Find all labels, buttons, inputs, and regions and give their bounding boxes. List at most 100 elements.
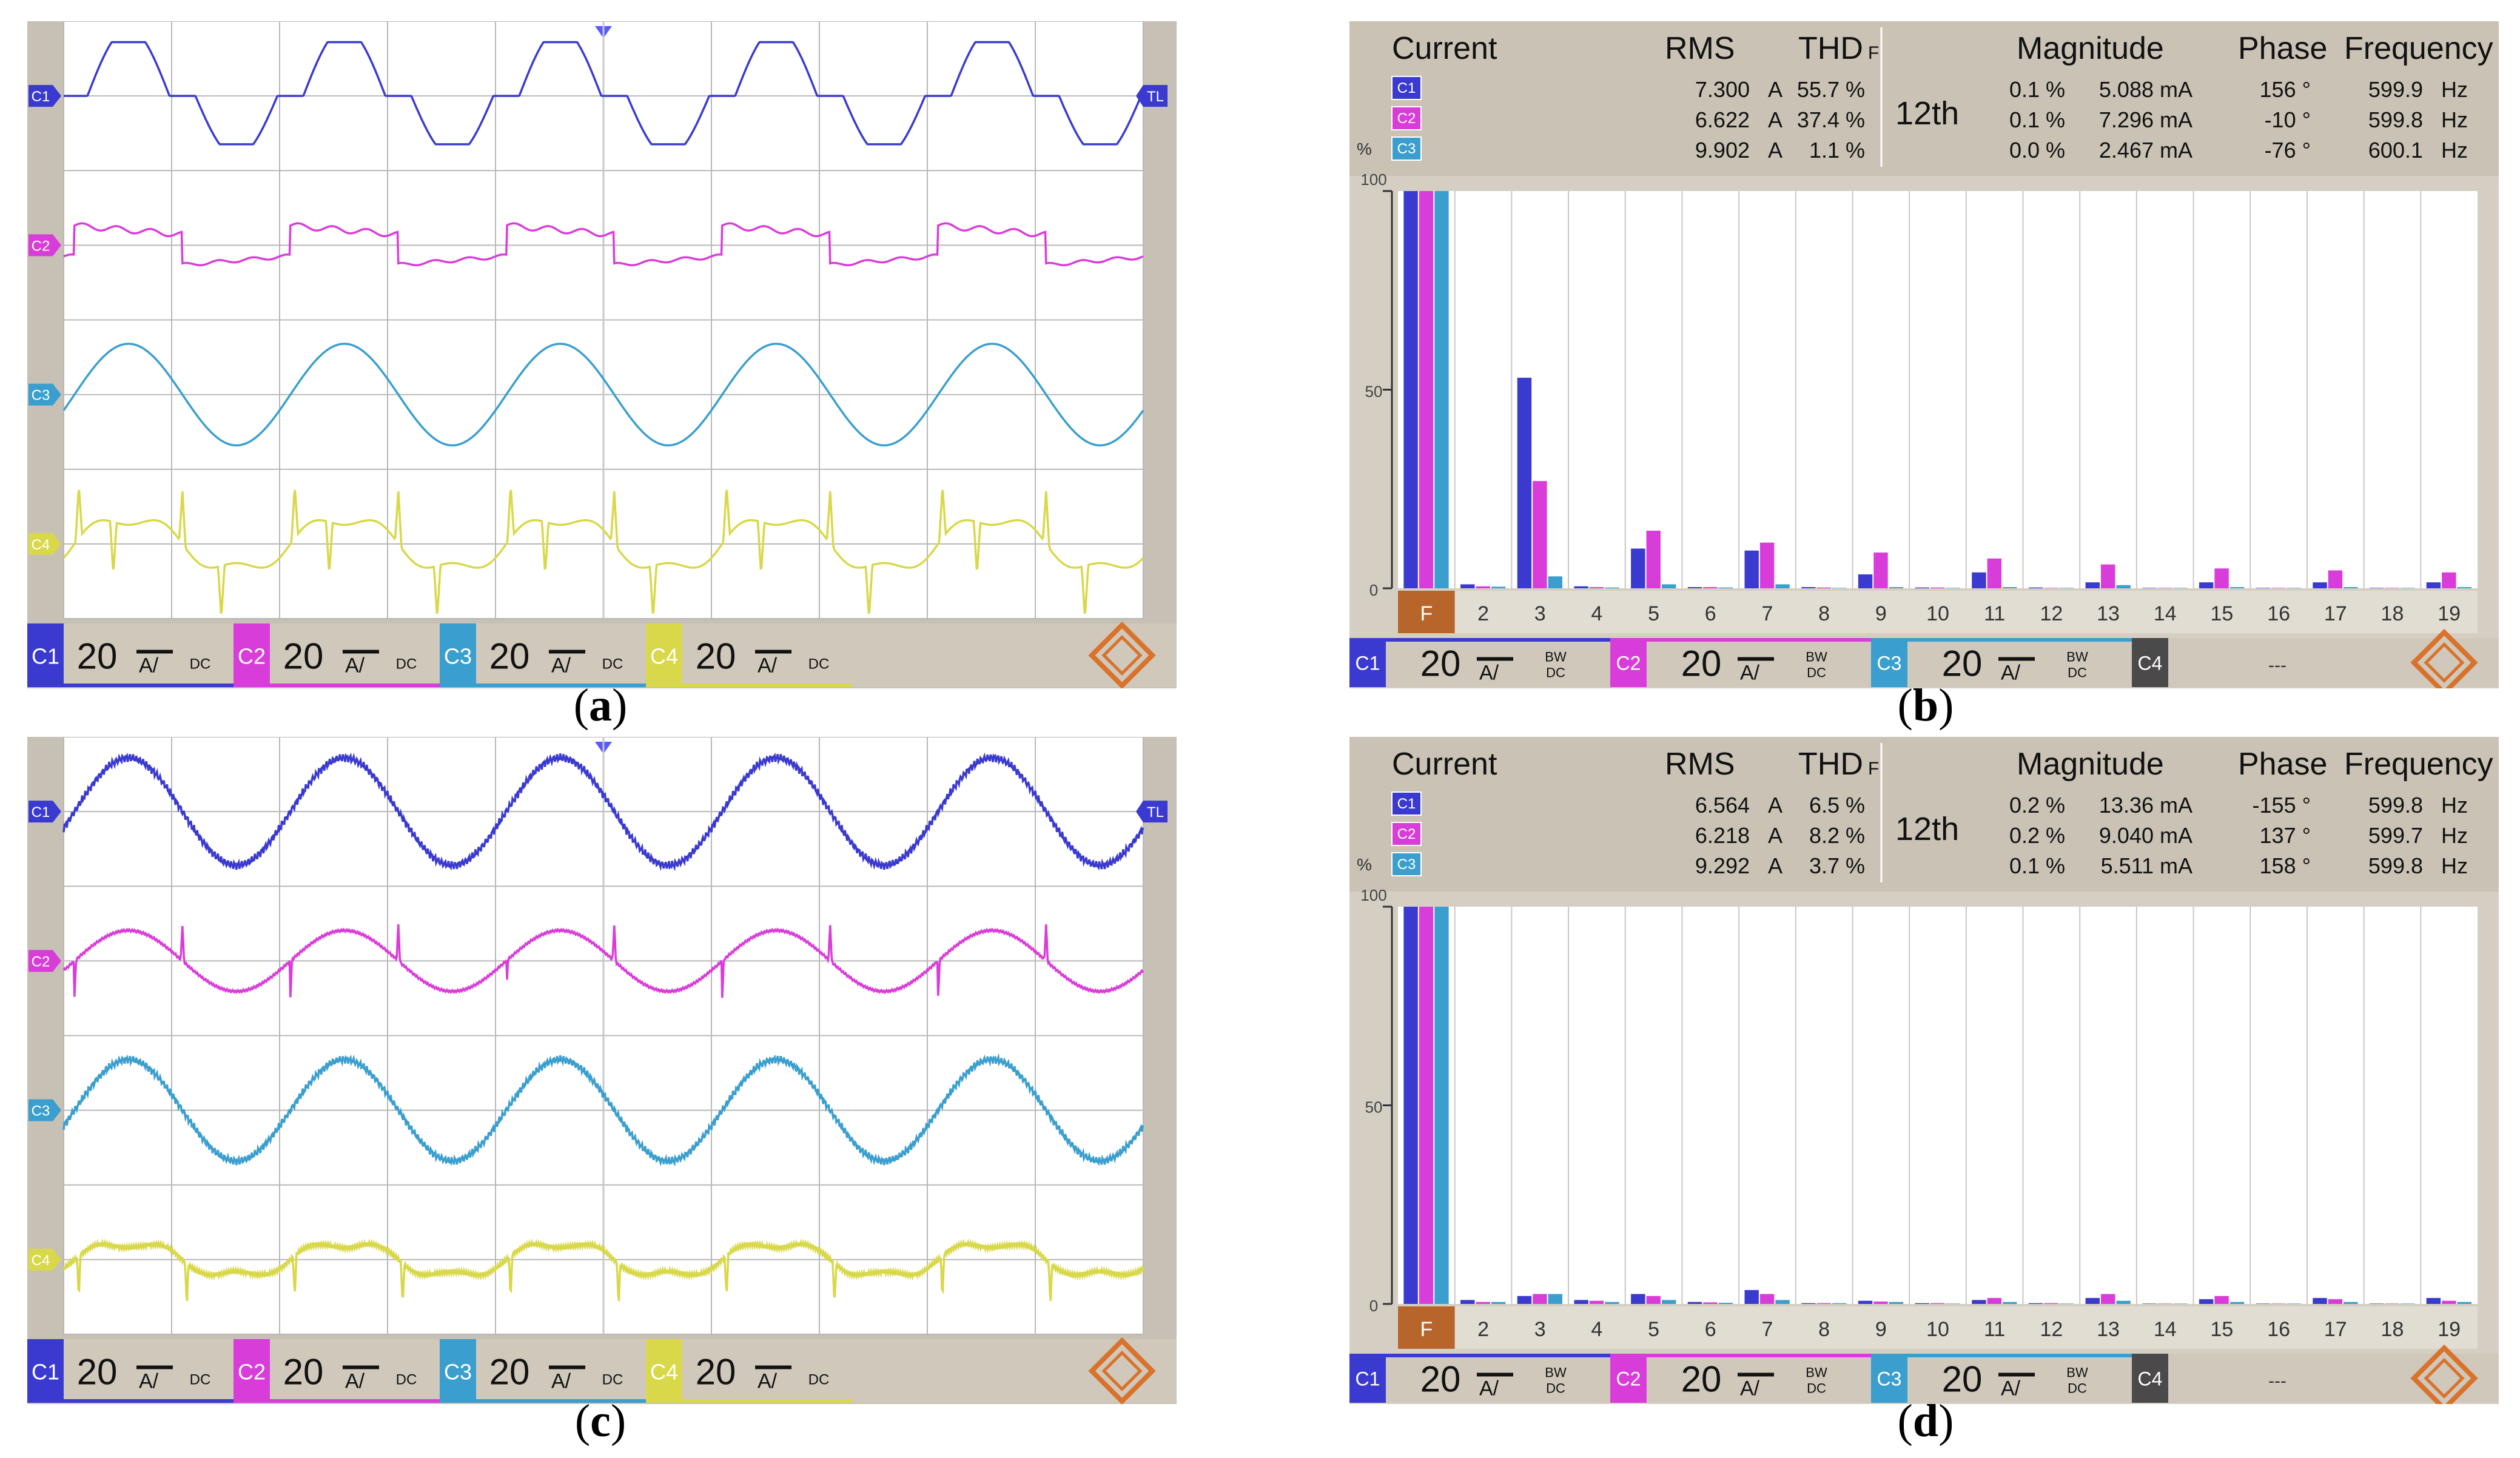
bar-c1-F: [1403, 191, 1418, 588]
bar-c3-15: [2229, 1302, 2245, 1304]
row-mag: 9.040 mA: [2099, 823, 2192, 848]
row-channel-label: C2: [1397, 110, 1416, 127]
row-freq: 599.8: [2368, 107, 2423, 132]
bar-c1-9: [1858, 1300, 1873, 1304]
status-channel-badge: [646, 1339, 682, 1403]
status-underline: [682, 1399, 852, 1403]
rs-logo-inner: [2424, 1357, 2465, 1399]
status-scale: 20: [77, 1352, 118, 1392]
status-bar: [27, 623, 1177, 687]
category-label-14: 14: [2154, 1318, 2177, 1341]
status-unit: A/: [551, 654, 571, 677]
bar-c3-18: [2400, 1303, 2415, 1304]
row-unit: A: [1768, 823, 1782, 848]
status-coupling: DC: [808, 656, 830, 673]
status-underline: [64, 1399, 234, 1403]
channel-tag-c3: C3: [29, 1099, 61, 1121]
harm-status-scale: 20: [1420, 1359, 1461, 1400]
harm-status-scale: 20: [1942, 1359, 1983, 1400]
channel-tag-label: C3: [32, 1103, 50, 1120]
harm-status-scale: 20: [1942, 643, 1983, 684]
row-unit: A: [1768, 853, 1782, 878]
bar-c2-19: [2442, 1300, 2456, 1304]
harm-status-bw: BW: [1806, 1365, 1827, 1380]
status-channel-label: C3: [444, 1360, 472, 1385]
bar-c2-12: [2044, 1303, 2058, 1304]
category-label-6: 6: [1705, 1318, 1716, 1341]
row-mag-pct: 0.2 %: [2009, 823, 2065, 848]
bar-c1-5: [1631, 548, 1645, 588]
row-mag-pct: 0.2 %: [2009, 793, 2065, 818]
rs-logo-diamond: [1088, 621, 1156, 690]
row-unit: A: [1768, 793, 1782, 818]
row-c2: C2 6.622 A 37.4 % 0.1 % 7.296 mA -10 ° 599.8 Hz: [1391, 106, 2468, 132]
harm-status-label: C2: [1616, 1368, 1641, 1390]
bar-c3-10: [1946, 1303, 1960, 1304]
fundamental-cell: [1398, 591, 1455, 633]
header-magnitude: Magnitude: [2017, 747, 2164, 782]
bar-c3-3: [1548, 1294, 1562, 1304]
row-thd: 6.5 %: [1809, 793, 1865, 818]
row-freq: 599.8: [2368, 793, 2423, 818]
y-tick-label: 50: [1365, 1098, 1383, 1117]
bar-c2-5: [1646, 531, 1661, 588]
category-label-5: 5: [1648, 1318, 1659, 1341]
channel-tag-label: C2: [32, 238, 50, 254]
y-unit-label: %: [1357, 139, 1372, 158]
row-thd: 8.2 %: [1809, 823, 1865, 848]
harm-status-label: C2: [1616, 653, 1641, 674]
bar-c2-15: [2214, 1295, 2229, 1304]
figure-label-a: (a): [573, 680, 628, 731]
category-label-7: 7: [1761, 1318, 1773, 1341]
status-coupling: DC: [190, 1372, 211, 1388]
harm-status-overline: [1386, 1354, 1610, 1357]
bar-c3-19: [2457, 1302, 2471, 1304]
status-segment-2: C2 20 A/DC: [234, 623, 440, 687]
row-phase: -10 °: [2265, 107, 2311, 132]
row-channel-badge: [1391, 791, 1422, 816]
harmonic-chart-b: Current RMS THD F Magnitude Phase Frequency12t…: [1349, 21, 2499, 697]
harm-status-overline: [1907, 1354, 2132, 1357]
figure-label-b: (b): [1897, 680, 1954, 731]
status-scale: 20: [489, 1352, 530, 1392]
tl-tag-label: TL: [1147, 804, 1164, 821]
harm-status-bw: BW: [1545, 1365, 1567, 1380]
category-label-4: 4: [1591, 1318, 1602, 1341]
row-channel-label: C3: [1397, 856, 1416, 873]
channel-tag-shape: [29, 950, 61, 972]
harm-status-unit: A/: [2001, 1377, 2021, 1400]
harm-status-coupling: DC: [1807, 665, 1826, 680]
bar-c3-14: [2173, 1303, 2188, 1304]
row-thd: 55.7 %: [1797, 77, 1865, 102]
row-mag: 2.467 mA: [2099, 138, 2192, 163]
status-scale: 20: [696, 1352, 736, 1392]
row-c3: C3 9.902 A 1.1 % 0.0 % 2.467 mA -76 ° 600.1 Hz: [1391, 136, 2468, 163]
category-label-18: 18: [2381, 1318, 2404, 1341]
status-channel-badge: [27, 1339, 64, 1403]
status-segment-3: C3 20 A/DC: [440, 1339, 646, 1403]
row-mag: 5.511 mA: [2101, 853, 2192, 878]
row-mag-pct: 0.0 %: [2009, 138, 2065, 163]
rs-logo-inner: [2424, 642, 2465, 684]
bar-c2-14: [2157, 1303, 2172, 1304]
bar-c2-13: [2101, 564, 2115, 588]
tl-tag: TL: [1136, 801, 1168, 823]
row-hz: Hz: [2441, 853, 2468, 878]
bar-c2-9: [1873, 553, 1888, 588]
bar-c3-15: [2229, 587, 2245, 588]
harm-header: [1349, 737, 2499, 892]
bar-c1-3: [1517, 1295, 1532, 1304]
bar-c2-F: [1419, 907, 1434, 1304]
bar-c3-4: [1605, 1302, 1619, 1304]
bar-c1-8: [1801, 1303, 1816, 1304]
header-thd-sub: F: [1868, 759, 1879, 779]
category-label-8: 8: [1818, 602, 1830, 625]
harmonic-chart-d: Current RMS THD F Magnitude Phase Frequency12t…: [1349, 737, 2499, 1413]
bar-c1-2: [1460, 1300, 1475, 1304]
bar-c3-11: [2003, 1302, 2017, 1304]
status-segment-1: C1 20 A/DC: [27, 1339, 234, 1403]
status-channel-label: C2: [238, 644, 266, 669]
channel-tag-shape: [29, 1099, 61, 1121]
